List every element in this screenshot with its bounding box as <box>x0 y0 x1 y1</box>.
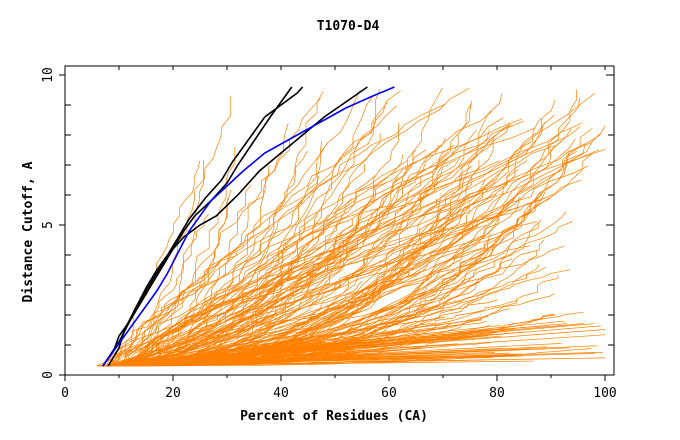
model-curve <box>130 125 606 367</box>
model-curve <box>127 140 323 367</box>
series-line-black <box>102 86 368 367</box>
chart-title: T1070-D4 <box>317 19 380 34</box>
model-curve <box>130 142 328 367</box>
model-curve <box>118 160 201 367</box>
model-curve <box>139 104 445 366</box>
model-curve <box>121 213 209 367</box>
model-curve <box>121 92 503 367</box>
model-curve <box>121 125 508 367</box>
model-curve <box>114 319 258 367</box>
y-tick-label: 5 <box>41 221 56 229</box>
model-curve <box>124 95 231 367</box>
model-curve <box>124 224 354 366</box>
model-curve <box>128 216 343 367</box>
model-curve <box>117 160 528 367</box>
model-curve <box>115 325 601 367</box>
model-curve <box>122 160 480 367</box>
model-curve <box>119 89 577 367</box>
model-curve <box>130 165 270 367</box>
model-curve <box>128 144 455 367</box>
x-tick-label: 60 <box>381 386 397 401</box>
model-curve <box>128 129 477 367</box>
model-curve <box>106 92 596 367</box>
model-curve <box>106 127 536 367</box>
model-curve <box>128 138 576 367</box>
model-curve <box>113 294 436 367</box>
model-curve <box>119 103 472 367</box>
y-axis-label: Distance Cutoff, A <box>21 161 36 302</box>
model-curve <box>109 151 449 367</box>
model-curve <box>137 207 519 367</box>
model-curve <box>107 133 381 367</box>
model-curve <box>102 163 365 367</box>
model-curve <box>118 349 402 367</box>
model-curves <box>96 87 606 367</box>
model-curve <box>99 179 495 367</box>
model-curve <box>128 141 563 367</box>
y-tick-label: 10 <box>41 67 56 83</box>
model-curve <box>112 237 494 367</box>
model-curve <box>133 222 539 367</box>
model-curve <box>125 300 362 367</box>
model-curve <box>104 94 375 367</box>
model-curve <box>124 196 521 367</box>
model-curve <box>119 122 582 367</box>
model-curve <box>122 356 494 367</box>
model-curve <box>123 178 422 367</box>
model-curve <box>109 126 581 367</box>
y-tick-label: 0 <box>41 371 56 379</box>
x-tick-label: 20 <box>165 386 181 401</box>
model-curve <box>139 221 537 367</box>
model-curve <box>128 105 397 367</box>
model-curve <box>104 242 288 367</box>
x-tick-label: 0 <box>61 386 69 401</box>
model-curve <box>106 122 510 367</box>
model-curve <box>101 150 308 367</box>
x-tick-label: 80 <box>489 386 505 401</box>
model-curve <box>131 90 401 367</box>
model-curve <box>118 323 466 367</box>
model-curve <box>109 149 606 366</box>
model-curve <box>108 342 299 367</box>
model-curve <box>118 91 324 367</box>
model-curve <box>118 274 559 367</box>
model-curve <box>111 129 490 367</box>
model-curve <box>134 143 585 367</box>
model-curve <box>115 357 606 367</box>
series-line-blue <box>102 86 395 367</box>
model-curve <box>130 110 493 367</box>
model-curve <box>129 124 513 367</box>
model-curve <box>120 211 567 367</box>
model-curve <box>127 318 482 367</box>
x-axis-label: Percent of Residues (CA) <box>240 409 428 424</box>
model-curve <box>124 326 313 367</box>
model-curve <box>125 98 321 367</box>
model-curve <box>112 154 404 367</box>
x-tick-label: 100 <box>593 386 616 401</box>
model-curve <box>96 87 443 367</box>
model-curve <box>109 190 232 367</box>
ticks-layer: 0 20 40 60 80 100 0 5 10 <box>41 66 617 401</box>
model-curve <box>112 118 542 367</box>
x-tick-label: 40 <box>273 386 289 401</box>
model-curve <box>117 208 462 367</box>
model-curve <box>101 179 582 367</box>
model-curve <box>108 331 317 367</box>
model-curve <box>111 159 457 367</box>
model-curve <box>115 101 388 367</box>
model-curve <box>111 197 353 367</box>
model-curve <box>112 224 487 366</box>
model-curve <box>130 215 499 367</box>
model-curve <box>120 328 508 367</box>
model-curve <box>116 329 606 367</box>
series-layer <box>96 86 606 367</box>
model-curve <box>130 175 376 367</box>
model-curve <box>124 360 534 367</box>
plot-frame <box>64 65 615 376</box>
model-curve <box>107 169 519 367</box>
model-curve <box>130 184 252 367</box>
model-curve <box>136 149 600 367</box>
model-curve <box>128 343 562 367</box>
